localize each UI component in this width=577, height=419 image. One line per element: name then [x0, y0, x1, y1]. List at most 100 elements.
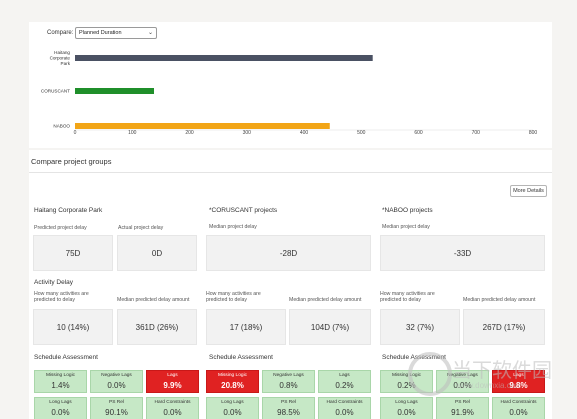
tile-value: 91.9% — [451, 408, 474, 417]
x-tick-label: 100 — [128, 130, 137, 136]
tile-value: 20.8% — [221, 381, 244, 390]
x-tick-label: 400 — [300, 130, 309, 136]
tile-value: 0.0% — [223, 408, 242, 417]
tile-value: 0.0% — [335, 408, 354, 417]
schedule-title-coruscant: Schedule Assessment — [209, 354, 273, 361]
group-title-haitang: Haitang Corporate Park — [34, 207, 103, 214]
tile-label: PS Rel — [455, 400, 470, 405]
tile-label: Missing Logic — [217, 373, 248, 378]
group-title-naboo: *NABOO projects — [382, 207, 433, 214]
tile-long-lags-naboo: Long Lags 0.0% — [380, 397, 433, 419]
category-label: CORUSCANT — [41, 89, 70, 94]
median-amount-label-naboo: Median predicted delay amount — [463, 297, 536, 303]
median-delay-label-coruscant: Median project delay — [209, 224, 257, 230]
category-label: NABOO — [53, 124, 70, 129]
compare-dropdown[interactable]: Planned Duration ⌄ — [75, 27, 157, 39]
tile-hard-constraints-naboo: Hard Constraints 0.0% — [492, 397, 545, 419]
tile-value: 0.0% — [453, 381, 472, 390]
tile-value: 0.0% — [51, 408, 70, 417]
activities-predicted-value-naboo: 32 (7%) — [380, 309, 460, 345]
activities-predicted-label-coruscant: How many activities are predicted to del… — [206, 291, 261, 303]
category-label: Haitang — [54, 50, 70, 55]
median-amount-label-coruscant: Median predicted delay amount — [289, 297, 362, 303]
bar-1 — [75, 88, 155, 94]
x-tick-label: 500 — [357, 130, 366, 136]
tile-long-lags-coruscant: Long Lags 0.0% — [206, 397, 259, 419]
tile-label: Negative Lags — [447, 373, 478, 378]
chevron-down-icon: ⌄ — [147, 30, 153, 36]
group-title-coruscant: *CORUSCANT projects — [209, 207, 278, 214]
tile-value: 90.1% — [105, 408, 128, 417]
tile-lags-naboo: Lags 9.8% — [492, 370, 545, 393]
actual-delay-value: 0D — [117, 235, 197, 271]
tile-negative-lags-coruscant: Negative Lags 0.8% — [262, 370, 315, 393]
more-details-button[interactable]: More Details — [510, 185, 547, 197]
x-tick-label: 800 — [529, 130, 538, 136]
activities-predicted-value-haitang: 10 (14%) — [33, 309, 113, 345]
section-title: Compare project groups — [31, 157, 112, 166]
median-amount-value-haitang: 361D (26%) — [117, 309, 197, 345]
schedule-title-haitang: Schedule Assessment — [34, 354, 98, 361]
tile-value: 0.8% — [279, 381, 298, 390]
median-delay-value-naboo: -33D — [380, 235, 545, 271]
x-tick-label: 0 — [74, 130, 77, 136]
tile-negative-lags-haitang: Negative Lags 0.0% — [90, 370, 143, 393]
tile-value: 0.0% — [163, 408, 182, 417]
actual-delay-label: Actual project delay — [118, 225, 164, 231]
tile-value: 1.4% — [51, 381, 70, 390]
tile-hard-constraints-coruscant: Hard Constraints 0.0% — [318, 397, 371, 419]
tile-value: 0.0% — [509, 408, 528, 417]
tile-ps-rel-naboo: PS Rel 91.9% — [436, 397, 489, 419]
tile-label: Long Lags — [395, 400, 418, 405]
watermark-url: www.downxia.com — [456, 381, 522, 390]
predicted-delay-label: Predicted project delay — [34, 225, 87, 231]
tile-ps-rel-coruscant: PS Rel 98.5% — [262, 397, 315, 419]
x-tick-label: 200 — [185, 130, 194, 136]
compare-dropdown-value: Planned Duration — [79, 30, 122, 36]
tile-lags-coruscant: Lags 0.2% — [318, 370, 371, 393]
tile-label: PS Rel — [281, 400, 296, 405]
tile-value: 0.2% — [335, 381, 354, 390]
x-tick-label: 600 — [414, 130, 423, 136]
tile-long-lags-haitang: Long Lags 0.0% — [34, 397, 87, 419]
tile-lags-haitang: Lags 9.9% — [146, 370, 199, 393]
tile-label: Missing Logic — [391, 373, 422, 378]
tile-value: 0.2% — [397, 381, 416, 390]
tile-label: Lags — [167, 373, 178, 378]
x-tick-label: 700 — [472, 130, 481, 136]
median-amount-label-haitang: Median predicted delay amount — [117, 297, 190, 303]
tile-label: Long Lags — [221, 400, 244, 405]
tile-label: Hard Constraints — [154, 400, 191, 405]
median-delay-value-coruscant: -28D — [206, 235, 371, 271]
median-amount-value-coruscant: 104D (7%) — [289, 309, 371, 345]
compare-groups-panel: Compare project groups More Details Hait… — [29, 150, 552, 419]
compare-label: Compare: — [47, 30, 74, 36]
tile-label: Hard Constraints — [500, 400, 537, 405]
median-amount-value-naboo: 267D (17%) — [463, 309, 545, 345]
tile-label: Hard Constraints — [326, 400, 363, 405]
tile-value: 0.0% — [397, 408, 416, 417]
comparison-chart-panel: Compare: Planned Duration ⌄ Haitang Corpo… — [29, 22, 552, 148]
tile-value: 9.8% — [509, 381, 528, 390]
median-delay-label-naboo: Median project delay — [382, 224, 430, 230]
bar-2 — [75, 123, 330, 129]
category-label: Corporate — [50, 56, 71, 61]
watermark-text: 当下软件园 — [452, 358, 552, 382]
tile-label: Lags — [513, 373, 524, 378]
tile-label: Negative Lags — [273, 373, 304, 378]
tile-ps-rel-haitang: PS Rel 90.1% — [90, 397, 143, 419]
divider — [29, 172, 552, 173]
tile-label: Missing Logic — [45, 373, 76, 378]
tile-label: Lags — [339, 373, 350, 378]
category-label: Park — [61, 61, 71, 66]
watermark-logo-icon — [408, 352, 452, 396]
tile-hard-constraints-haitang: Hard Constraints 0.0% — [146, 397, 199, 419]
tile-label: PS Rel — [109, 400, 124, 405]
activity-delay-title: Activity Delay — [34, 279, 74, 286]
activities-predicted-label-haitang: How many activities are predicted to del… — [34, 291, 89, 303]
tile-value: 98.5% — [277, 408, 300, 417]
tile-label: Negative Lags — [101, 373, 132, 378]
tile-value: 0.0% — [107, 381, 126, 390]
tile-label: Long Lags — [49, 400, 72, 405]
